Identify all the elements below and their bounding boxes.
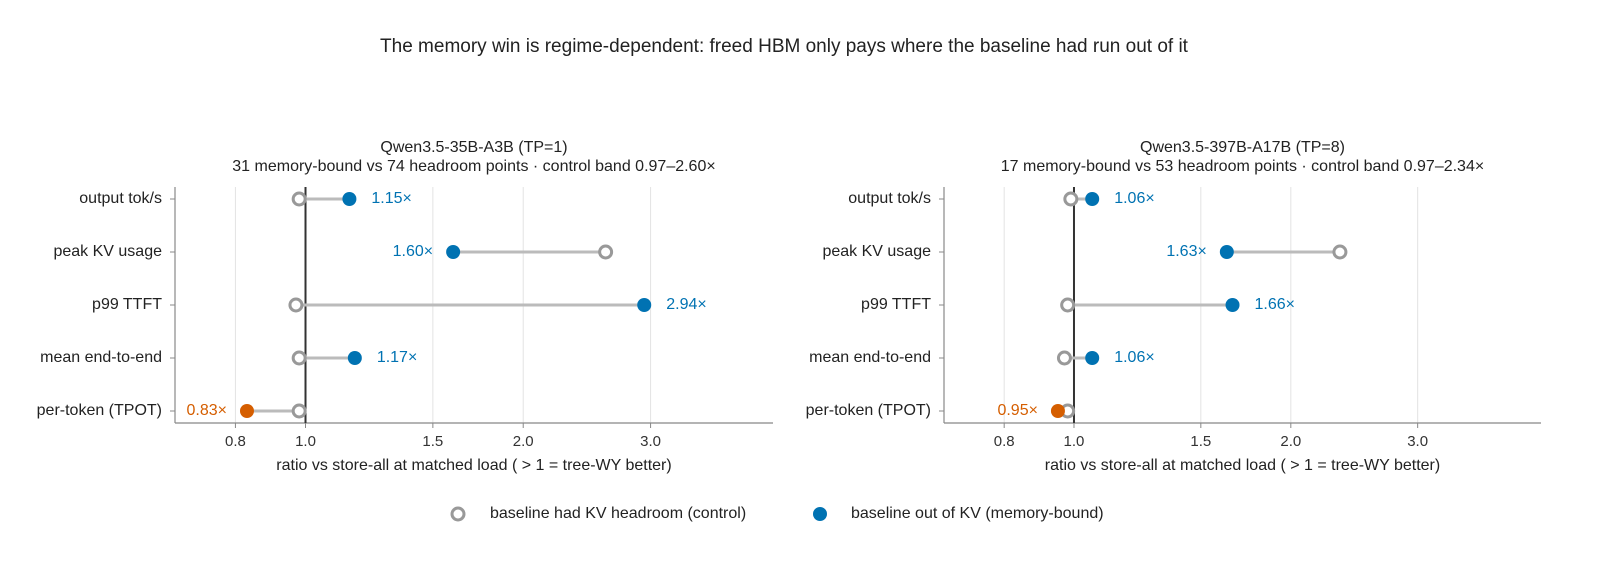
chart-subtitle: 17 memory-bound vs 53 headroom points · …	[1001, 158, 1484, 175]
control-dot	[1056, 350, 1072, 366]
control-dot	[598, 244, 614, 260]
value-label: 1.06×	[1114, 349, 1154, 366]
value-label: 1.60×	[393, 243, 433, 260]
memory-bound-dot	[446, 245, 461, 259]
x-tick-label: 2.0	[1280, 433, 1301, 450]
value-label: 2.94×	[666, 296, 706, 313]
value-label: 1.66×	[1255, 296, 1295, 313]
x-tick-label: 0.8	[225, 433, 246, 450]
x-tick-label: 2.0	[513, 433, 534, 450]
y-tick-label: p99 TTFT	[861, 296, 931, 313]
y-tick-label: output tok/s	[79, 190, 162, 207]
memory-bound-dot	[347, 351, 362, 365]
y-tick-label: per-token (TPOT)	[806, 402, 931, 419]
control-dot	[1063, 191, 1079, 207]
control-dot	[288, 297, 304, 313]
y-tick-label: output tok/s	[848, 190, 931, 207]
x-tick-label: 1.5	[422, 433, 443, 450]
x-tick-label: 1.0	[295, 433, 316, 450]
y-tick-label: mean end-to-end	[809, 349, 931, 366]
x-tick-label: 0.8	[994, 433, 1015, 450]
value-label: 1.06×	[1114, 190, 1154, 207]
memory-bound-dot	[1219, 245, 1234, 259]
control-dot	[291, 191, 307, 207]
legend-label: baseline had KV headroom (control)	[490, 505, 746, 522]
control-dot	[1060, 297, 1076, 313]
control-dot	[1332, 244, 1348, 260]
control-dot	[291, 403, 307, 419]
y-tick-label: mean end-to-end	[40, 349, 162, 366]
memory-bound-dot	[239, 404, 254, 418]
memory-bound-dot	[1085, 351, 1100, 365]
x-tick-label: 3.0	[1407, 433, 1428, 450]
value-label: 1.63×	[1166, 243, 1206, 260]
y-tick-label: peak KV usage	[53, 243, 162, 260]
value-label: 0.95×	[997, 402, 1037, 419]
x-tick-label: 3.0	[640, 433, 661, 450]
memory-bound-dot	[342, 192, 357, 206]
y-tick-label: p99 TTFT	[92, 296, 162, 313]
x-tick-label: 1.0	[1064, 433, 1085, 450]
x-tick-label: 1.5	[1190, 433, 1211, 450]
legend-marker	[450, 506, 466, 522]
legend-marker	[813, 507, 827, 521]
memory-bound-dot	[1225, 298, 1240, 312]
memory-bound-dot	[637, 298, 652, 312]
chart-title: Qwen3.5-35B-A3B (TP=1)	[380, 139, 567, 156]
value-label: 0.83×	[187, 402, 227, 419]
y-tick-label: peak KV usage	[822, 243, 931, 260]
control-dot	[291, 350, 307, 366]
x-axis-label: ratio vs store-all at matched load ( > 1…	[1045, 457, 1440, 474]
y-tick-label: per-token (TPOT)	[37, 402, 162, 419]
chart-subtitle: 31 memory-bound vs 74 headroom points · …	[232, 158, 715, 175]
value-label: 1.15×	[371, 190, 411, 207]
x-axis-label: ratio vs store-all at matched load ( > 1…	[276, 457, 671, 474]
memory-bound-dot	[1085, 192, 1100, 206]
value-label: 1.17×	[377, 349, 417, 366]
figure-title: The memory win is regime-dependent: free…	[380, 36, 1189, 57]
memory-bound-dot	[1050, 404, 1065, 418]
legend-label: baseline out of KV (memory-bound)	[851, 505, 1104, 522]
chart-title: Qwen3.5-397B-A17B (TP=8)	[1140, 139, 1345, 156]
